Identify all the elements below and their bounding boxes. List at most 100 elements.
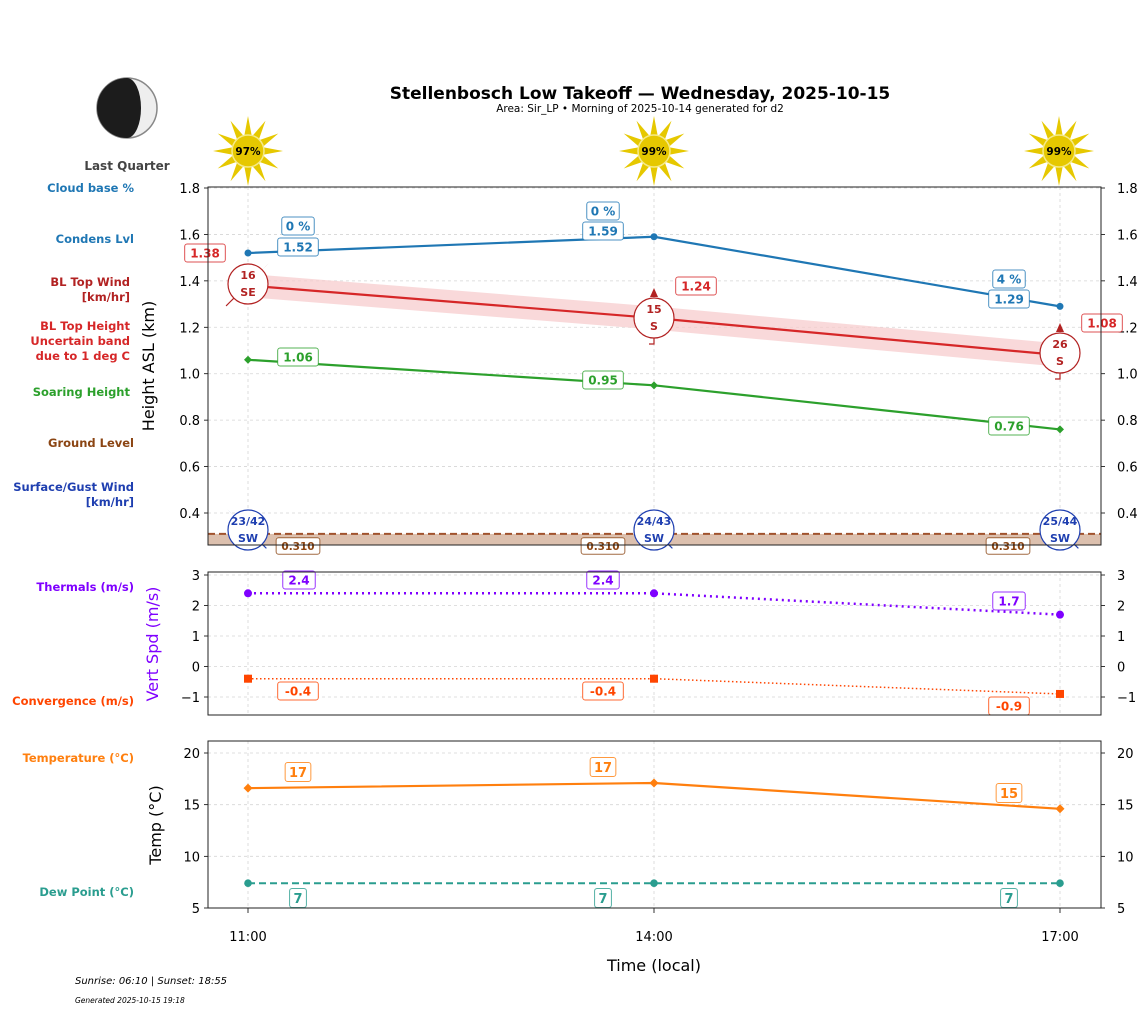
bl-top-wind: 26 S: [1039, 323, 1081, 380]
condens-point: [244, 249, 252, 257]
xlabel-time: Time (local): [606, 956, 701, 975]
bl-top-label: 1.38: [184, 243, 226, 263]
bl-top-label-text: 1.24: [681, 279, 711, 293]
thermals-label-box: [992, 591, 1026, 611]
dewpoint-label-text: 7: [598, 892, 607, 907]
surface-wind-circle: [633, 509, 675, 551]
dewpoint-label: 7: [289, 888, 307, 908]
convergence-label-box: [582, 681, 624, 701]
cloudbase-label-text: 0 %: [286, 219, 311, 233]
label-dewpoint: Dew Point (°C): [39, 885, 134, 899]
thermals-label-text: 2.4: [592, 573, 613, 587]
chart-subtitle: Area: Sir_LP • Morning of 2025-10-14 gen…: [496, 103, 784, 115]
ytick-label-left: 3: [192, 569, 200, 584]
ytick-label-left: 2: [192, 600, 200, 615]
convergence-label-box: [277, 681, 319, 701]
ytick-label-left: 1.0: [179, 368, 200, 383]
xtick-label: 17:00: [1041, 930, 1078, 945]
bl-top-label-text: 1.38: [190, 246, 220, 260]
soaring-label: 1.06: [277, 347, 319, 367]
surface-wind-dir: SW: [1050, 532, 1070, 545]
sun-icon: 97%: [213, 116, 283, 186]
moon-phase-label: Last Quarter: [84, 159, 169, 173]
wind-tail-icon: [1055, 373, 1061, 380]
condens-label-box: [988, 289, 1030, 309]
xtick-label: 14:00: [635, 930, 672, 945]
soaring-label-text: 1.06: [283, 350, 313, 364]
ytick-label-left: 1.2: [179, 321, 200, 336]
wind-arrow-icon: [650, 288, 658, 297]
ytick-label-right: 15: [1117, 799, 1134, 814]
cloudbase-label-text: 4 %: [997, 272, 1022, 286]
temperature-point: [649, 778, 659, 788]
thermals-label-box: [282, 570, 316, 590]
ground-label-text: 0.310: [991, 541, 1024, 553]
dewpoint-label: 7: [1000, 888, 1018, 908]
label-cloud-base: Cloud base %: [47, 181, 134, 195]
surface-wind-dir: SW: [644, 532, 664, 545]
convergence-label-text: -0.4: [285, 684, 311, 698]
sun-icon: 99%: [1024, 116, 1094, 186]
convergence-point: [1056, 689, 1064, 698]
ytick-label-right: 1: [1117, 630, 1125, 645]
label-bl-wind-1: BL Top Wind: [50, 275, 130, 289]
surface-wind-speed: 23/42: [231, 515, 266, 528]
bl-top-wind-circle: [227, 263, 269, 305]
convergence-label: -0.4: [582, 681, 624, 701]
ytick-label-right: 3: [1117, 569, 1125, 584]
ytick-label-right: 1.0: [1117, 368, 1138, 383]
convergence-label: -0.9: [988, 696, 1030, 716]
sun-percent: 99%: [641, 146, 667, 158]
label-thermals: Thermals (m/s): [36, 580, 134, 594]
panel-frame: [207, 740, 1102, 909]
bl-top-label-text: 1.08: [1087, 316, 1117, 330]
panel-1: 1.8 1.81.6 1.61.4 1.41.2 1.21.0 1.00.8 0.80.6 0…: [179, 182, 1138, 545]
ytick-label-right: 1.4: [1117, 275, 1138, 290]
condens-label: 1.59: [582, 221, 624, 241]
surface-wind-dir: SW: [238, 532, 258, 545]
condens-label-text: 1.59: [588, 224, 618, 238]
thermals-label-text: 1.7: [998, 594, 1019, 608]
ytick-label-left: 0: [192, 661, 200, 676]
label-soaring: Soaring Height: [33, 385, 131, 399]
surface-wind-speed: 24/43: [637, 515, 672, 528]
temperature-label: 17: [284, 762, 312, 782]
ground-label: 0.310: [275, 537, 321, 555]
ytick-label-left: −1: [181, 691, 200, 706]
ytick-label-left: 20: [183, 747, 200, 762]
ylabel-temp: Temp (°C): [146, 785, 165, 865]
label-surface-1: Surface/Gust Wind: [13, 480, 134, 494]
sun-disc: [637, 134, 671, 168]
label-temperature: Temperature (°C): [23, 751, 134, 765]
panel-3: 20 20 15 15 10 10 5 5: [183, 741, 1134, 917]
surface-wind-speed: 25/44: [1043, 515, 1078, 528]
wind-arrow-icon: [226, 508, 236, 518]
label-bl-wind-2: [km/hr]: [82, 290, 130, 304]
soaring-label: 0.76: [988, 416, 1030, 436]
bl-top-label-box: [675, 276, 717, 296]
bl-top-wind-dir: SE: [240, 286, 255, 299]
label-convergence: Convergence (m/s): [12, 694, 134, 708]
xtick-label: 11:00: [229, 930, 266, 945]
sun-times: Sunrise: 06:10 | Sunset: 18:55: [75, 976, 227, 987]
temperature-label-box: [995, 783, 1023, 803]
temperature-label-text: 17: [289, 766, 307, 781]
panel-2: 3 3 2 2 1 1 0 0 −1 −1: [181, 569, 1136, 715]
convergence-label-text: -0.9: [996, 699, 1022, 713]
bl-top-wind-dir: S: [1056, 355, 1064, 368]
soaring-point: [650, 381, 658, 390]
ytick-label-right: 1.6: [1117, 228, 1138, 243]
condens-label: 1.29: [988, 289, 1030, 309]
ytick-label-right: 10: [1117, 850, 1134, 865]
dewpoint-label: 7: [594, 888, 612, 908]
condens-point: [650, 233, 658, 241]
soaring-label-box: [988, 416, 1030, 436]
ytick-label-left: 1.8: [179, 182, 200, 197]
convergence-line: [248, 677, 1061, 695]
ytick-label-left: 1.4: [179, 275, 200, 290]
label-bl-height-1: BL Top Height: [40, 319, 130, 333]
bl-top-wind: 15 S: [633, 288, 675, 345]
convergence-label-text: -0.4: [590, 684, 616, 698]
ytick-label-left: 0.8: [179, 414, 200, 429]
dewpoint-label-text: 7: [293, 892, 302, 907]
